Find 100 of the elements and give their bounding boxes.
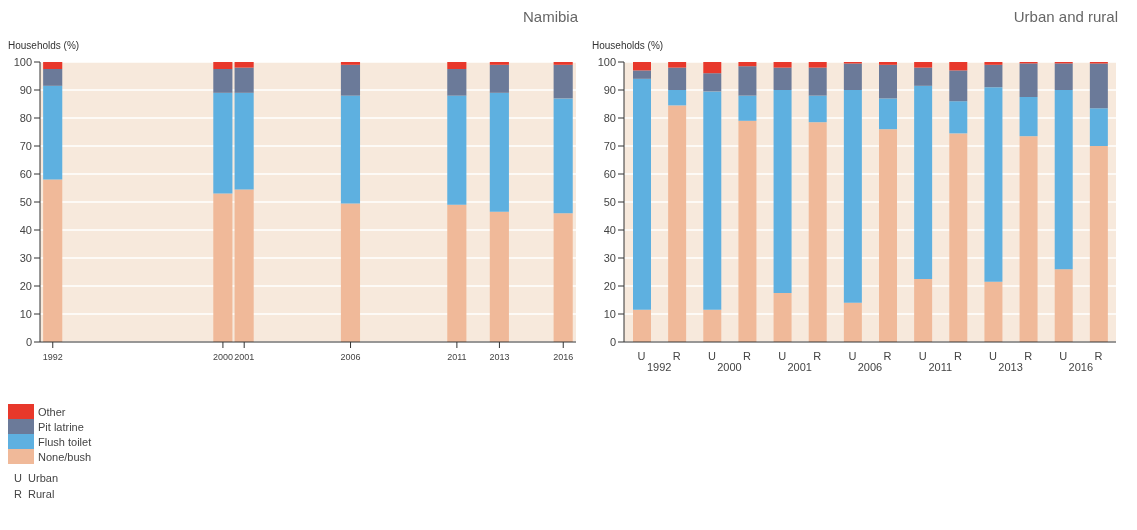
bar: [879, 129, 897, 342]
bar: [914, 279, 933, 342]
bar: [340, 203, 361, 342]
bar: [773, 293, 792, 342]
y-tick-label: 10: [19, 307, 32, 320]
bar: [633, 62, 651, 71]
x-tick-label: R: [1024, 350, 1033, 362]
bar: [234, 67, 254, 93]
bar: [808, 122, 827, 342]
y-tick-label: 50: [19, 195, 32, 208]
text: 2016: [1068, 361, 1094, 373]
bar: [949, 133, 968, 342]
legend-label: Pit latrine: [37, 419, 85, 434]
bar: [914, 85, 933, 279]
bar: [668, 67, 687, 90]
x-tick-label: 2011: [447, 352, 467, 362]
bar: [773, 62, 792, 68]
bar: [340, 95, 361, 204]
y-tick-label: 50: [603, 195, 616, 208]
bar: [773, 90, 792, 293]
bar: [489, 92, 509, 212]
y-axis-title: Households (%): [8, 40, 81, 53]
y-tick-label: 70: [603, 139, 616, 152]
x-tick-label: 1992: [42, 352, 63, 362]
bar: [949, 62, 968, 71]
y-tick-label: 90: [603, 83, 616, 96]
x-tick-label: R: [953, 350, 962, 362]
bar: [633, 70, 651, 79]
legend-label: None/bush: [37, 449, 92, 464]
y-tick-label: 30: [19, 251, 32, 264]
bar: [553, 62, 573, 65]
y-axis-title: Households (%): [592, 40, 665, 53]
y-tick-label: 40: [19, 223, 32, 236]
y-tick-label: 70: [19, 139, 32, 152]
bar: [949, 101, 968, 134]
text: U Urban: [13, 472, 60, 486]
bar: [984, 64, 1003, 88]
text: 1992: [646, 361, 672, 373]
y-tick-label: 20: [603, 279, 616, 292]
bar: [1089, 146, 1108, 342]
x-tick-label: U: [637, 350, 646, 362]
bar: [234, 92, 254, 190]
bar: [914, 62, 933, 68]
bar: [949, 70, 968, 102]
legend-label: Other: [37, 404, 67, 419]
bar: [447, 69, 467, 96]
y-tick-label: 0: [25, 335, 32, 348]
text: 2001: [787, 361, 812, 373]
y-tick-label: 40: [603, 223, 616, 236]
bar: [1089, 63, 1108, 109]
bar: [738, 120, 757, 342]
x-tick-label: 2013: [489, 352, 510, 362]
x-tick-label: U: [1059, 350, 1068, 362]
bar: [1019, 63, 1038, 97]
bar: [738, 62, 757, 67]
bar: [633, 309, 651, 342]
bar: [984, 281, 1003, 342]
bar: [43, 179, 63, 342]
x-tick-label: 2006: [340, 352, 361, 362]
x-tick-label: U: [778, 350, 787, 362]
bar: [879, 98, 897, 130]
bar: [1054, 90, 1073, 270]
text: R Rural: [13, 488, 56, 502]
y-tick-label: 10: [603, 307, 616, 320]
x-tick-label: U: [989, 350, 998, 362]
bar: [1089, 108, 1108, 146]
bar: [553, 213, 573, 342]
x-tick-label: 2016: [553, 352, 574, 362]
bar: [213, 193, 233, 342]
y-tick-label: 90: [19, 83, 32, 96]
bar: [668, 62, 687, 68]
x-tick-label: R: [672, 350, 681, 362]
bar: [1054, 63, 1073, 90]
bar: [340, 62, 361, 65]
bar: [843, 302, 862, 342]
bar: [808, 62, 827, 68]
bar: [984, 87, 1003, 282]
bar: [879, 62, 897, 65]
bar: [738, 66, 757, 96]
bar: [738, 95, 757, 121]
bar: [447, 62, 467, 69]
y-tick-label: 100: [13, 55, 32, 68]
bar: [1054, 269, 1073, 342]
text: 2000: [717, 361, 742, 373]
bar: [668, 105, 687, 342]
x-tick-label: R: [1094, 350, 1103, 362]
bar: [633, 78, 651, 310]
bar: [213, 92, 233, 194]
bar: [668, 90, 687, 106]
y-tick-label: 80: [603, 111, 616, 124]
bar: [447, 95, 467, 205]
bar: [234, 62, 254, 68]
bar: [773, 67, 792, 90]
bar: [703, 91, 722, 310]
bar: [914, 67, 933, 86]
y-tick-label: 20: [19, 279, 32, 292]
bar: [808, 95, 827, 123]
bar: [879, 64, 897, 99]
bar: [1019, 136, 1038, 342]
bar: [489, 211, 509, 342]
